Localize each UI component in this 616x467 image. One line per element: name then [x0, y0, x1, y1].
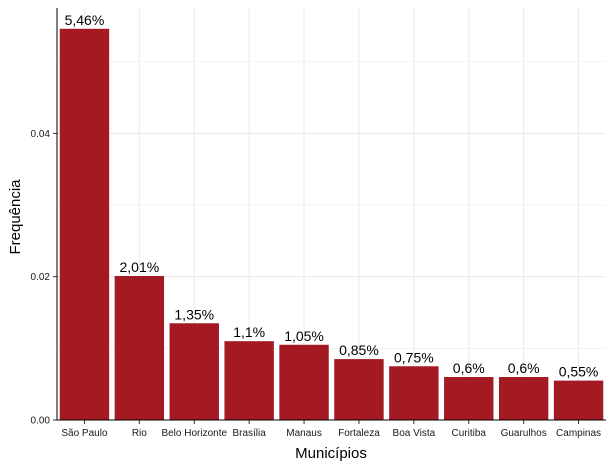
grid-lines	[57, 8, 606, 421]
bar	[279, 344, 329, 420]
x-tick-label: Belo Horizonte	[161, 428, 227, 439]
x-tick-label: Curitiba	[452, 428, 487, 439]
data-label: 1,1%	[233, 324, 265, 340]
data-label: 0,6%	[453, 360, 485, 376]
x-tick-label: Fortaleza	[338, 428, 380, 439]
y-tick-label: 0.02	[31, 272, 51, 283]
x-tick-label: Rio	[132, 428, 147, 439]
axes: São Paulo Rio Belo Horizonte Brasília Manaus…	[31, 8, 606, 439]
x-tick-label: São Paulo	[61, 428, 108, 439]
data-labels: 5,46% 2,01% 1,35% 1,1% 1,05% 0,85% 0,75% 0,6% 0,…	[65, 12, 599, 380]
y-tick-label: 0.00	[31, 416, 51, 427]
bar	[334, 359, 384, 420]
data-label: 0,55%	[559, 364, 599, 380]
bar	[224, 341, 274, 420]
data-label: 0,75%	[394, 349, 434, 365]
x-axis-title: Municípios	[295, 445, 367, 462]
x-tick-label: Campinas	[556, 428, 601, 439]
bar	[169, 323, 219, 420]
bar	[444, 377, 494, 420]
bar	[59, 28, 110, 420]
y-tick-label: 0.04	[31, 129, 51, 140]
data-label: 0,85%	[339, 342, 379, 358]
x-tick-label: Boa Vista	[393, 428, 436, 439]
bar	[498, 377, 549, 420]
y-axis-title: Frequência	[7, 179, 24, 255]
data-label: 1,35%	[174, 306, 214, 322]
x-tick-label: Brasília	[232, 428, 266, 439]
x-tick-label: Manaus	[286, 428, 322, 439]
bar	[553, 380, 604, 420]
x-tick-label: Guarulhos	[501, 428, 547, 439]
data-label: 0,6%	[508, 360, 540, 376]
data-label: 1,05%	[284, 328, 324, 344]
data-label: 5,46%	[65, 12, 105, 28]
data-label: 2,01%	[119, 259, 159, 275]
bar	[114, 275, 165, 420]
bars	[59, 28, 604, 420]
bar	[389, 366, 439, 420]
